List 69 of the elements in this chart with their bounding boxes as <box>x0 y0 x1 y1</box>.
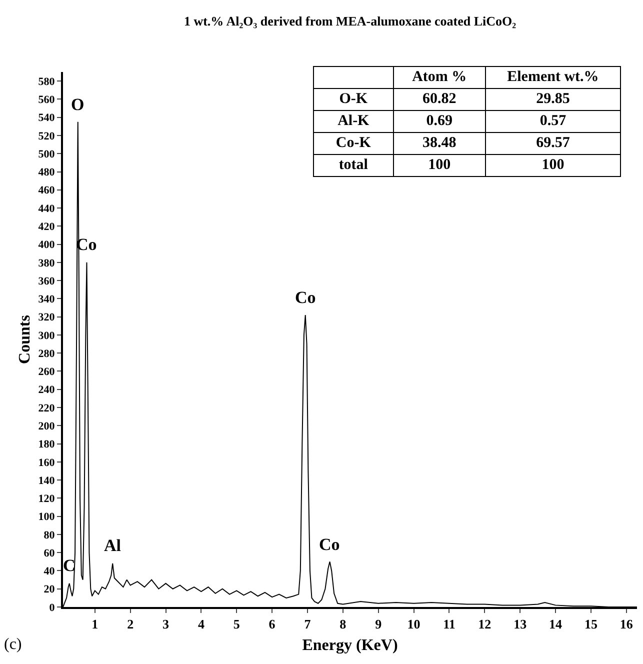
y-tick-label: 240 <box>38 384 56 396</box>
annotation: Co-K <box>314 132 394 154</box>
y-tick-label: 380 <box>38 257 56 270</box>
y-tick-label: 340 <box>38 294 56 306</box>
y-tick-label: 420 <box>38 221 56 233</box>
annotation: Element wt.% <box>485 66 620 88</box>
annotation: Co <box>295 288 316 307</box>
annotation: 100 <box>393 154 486 176</box>
annotation: 100 <box>485 154 620 176</box>
x-tick-label: 9 <box>375 616 382 632</box>
annotation: 29.85 <box>485 88 620 110</box>
chart-title: 1 wt.% Al₂O₃ derived from MEA-alumoxane coated LiCoO₂ <box>184 14 516 29</box>
y-tick-label: 580 <box>38 76 56 88</box>
y-tick-label: 320 <box>38 312 56 324</box>
y-tick-label: 300 <box>38 330 56 342</box>
y-tick-label: 80 <box>44 529 56 542</box>
y-tick-label: 520 <box>38 130 56 142</box>
y-tick-label: 140 <box>38 474 56 487</box>
x-tick-label: 13 <box>514 616 528 632</box>
y-tick-label: 200 <box>38 420 56 432</box>
annotation: Co <box>319 535 340 554</box>
x-axis-title: Energy (KeV) <box>302 636 398 654</box>
y-tick-label: 100 <box>38 511 56 524</box>
y-tick-label: 40 <box>44 566 56 578</box>
x-tick-label: 10 <box>407 616 420 632</box>
annotation: 60.82 <box>393 88 486 110</box>
annotation: O-K <box>314 88 394 110</box>
y-tick-label: 480 <box>38 166 56 179</box>
y-tick-label: 560 <box>38 94 56 106</box>
x-tick-label: 4 <box>198 616 205 632</box>
y-tick-label: 500 <box>38 148 56 160</box>
y-tick-label: 220 <box>38 402 56 414</box>
y-tick-label: 400 <box>38 239 56 252</box>
x-tick-label: 8 <box>340 616 347 632</box>
x-tick-label: 1 <box>92 616 98 632</box>
x-tick-label: 6 <box>268 616 276 632</box>
y-axis-title: Counts <box>16 315 34 364</box>
x-tick-label: 16 <box>620 616 634 632</box>
annotation: Al-K <box>314 110 394 132</box>
annotation: 0.57 <box>485 110 620 132</box>
annotation: total <box>314 154 394 176</box>
y-tick-label: 260 <box>38 366 56 378</box>
text: (c) <box>4 636 22 654</box>
y-tick-label: 360 <box>38 275 56 288</box>
x-tick-label: 2 <box>127 616 134 632</box>
y-tick-label: 460 <box>38 184 56 197</box>
y-tick-label: 280 <box>38 348 56 360</box>
x-tick-label: 15 <box>584 616 598 632</box>
y-tick-label: 120 <box>38 493 56 506</box>
annotation: O <box>71 95 84 114</box>
x-tick-label: 11 <box>443 616 456 632</box>
annotation: C <box>63 556 76 575</box>
x-tick-label: 12 <box>478 616 492 632</box>
y-tick-label: 160 <box>38 456 56 469</box>
x-tick-label: 5 <box>233 616 240 632</box>
x-tick-label: 7 <box>304 616 312 632</box>
y-tick-label: 180 <box>38 438 56 451</box>
y-tick-label: 20 <box>44 584 56 596</box>
y-tick-label: 0 <box>49 602 56 614</box>
annotation: Atom % <box>393 66 486 88</box>
y-tick-label: 60 <box>44 547 56 560</box>
annotation: 69.57 <box>485 132 620 154</box>
annotation: Al <box>104 536 122 555</box>
y-tick-label: 440 <box>38 202 56 215</box>
x-tick-label: 14 <box>549 616 563 632</box>
annotation: 38.48 <box>393 132 486 154</box>
annotation: 0.69 <box>393 110 486 132</box>
y-tick-label: 540 <box>38 112 56 124</box>
x-tick-label: 3 <box>162 616 170 632</box>
